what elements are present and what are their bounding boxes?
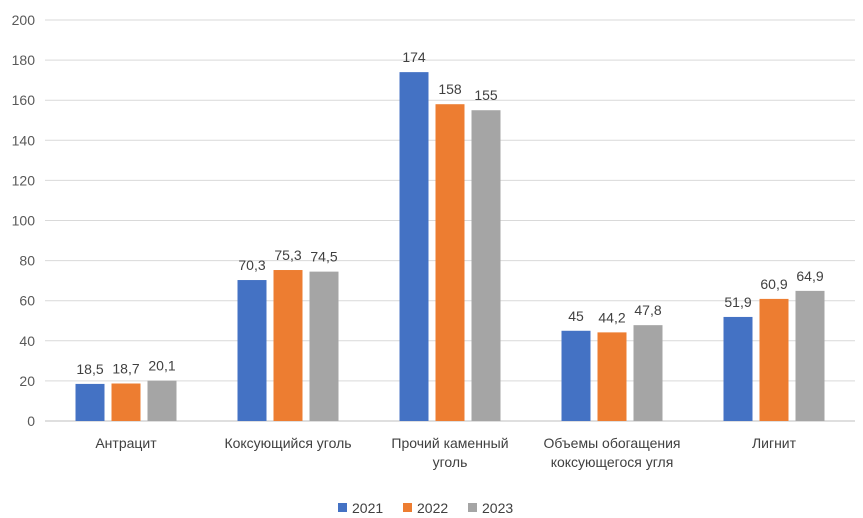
y-tick-label: 20 <box>19 373 35 389</box>
data-label: 47,8 <box>634 302 661 318</box>
legend-swatch <box>403 503 412 512</box>
x-tick-label: Объемы обогащения <box>543 435 680 451</box>
bar <box>633 325 663 421</box>
data-label: 74,5 <box>310 249 337 265</box>
data-label: 70,3 <box>238 257 265 273</box>
y-axis: 0 20 40 60 80 100 120 140 160 180 200 <box>12 12 36 429</box>
data-label: 60,9 <box>760 276 787 292</box>
x-tick-label: Антрацит <box>95 435 157 451</box>
bar <box>75 383 105 421</box>
data-label: 75,3 <box>274 247 301 263</box>
data-label: 158 <box>438 81 462 97</box>
bar <box>561 330 591 421</box>
legend-swatch <box>468 503 477 512</box>
x-tick-label: коксующегося угля <box>551 454 674 470</box>
bar <box>309 271 339 421</box>
y-tick-label: 40 <box>19 333 35 349</box>
bar <box>471 110 501 421</box>
y-tick-label: 80 <box>19 253 35 269</box>
x-tick-label: Лигнит <box>752 435 797 451</box>
y-tick-label: 100 <box>12 213 36 229</box>
data-label: 20,1 <box>148 358 175 374</box>
y-tick-label: 140 <box>12 132 36 148</box>
x-tick-label: Коксующийся уголь <box>224 435 351 451</box>
data-label: 45 <box>568 308 584 324</box>
legend: 2021 2022 2023 <box>338 500 513 516</box>
bar <box>147 380 177 421</box>
bar <box>759 298 789 421</box>
bar <box>111 383 141 421</box>
bar <box>237 280 267 421</box>
bars <box>75 72 825 422</box>
legend-swatch <box>338 503 347 512</box>
y-tick-label: 0 <box>27 413 35 429</box>
data-label: 51,9 <box>724 294 751 310</box>
data-label: 18,7 <box>112 361 139 377</box>
bar <box>399 72 429 421</box>
y-tick-label: 180 <box>12 52 36 68</box>
data-label: 18,5 <box>76 361 103 377</box>
data-label: 44,2 <box>598 309 625 325</box>
bar <box>795 290 825 421</box>
y-tick-label: 160 <box>12 92 36 108</box>
x-axis: Антрацит Коксующийся уголь Прочий каменный… <box>95 435 796 470</box>
data-label: 64,9 <box>796 268 823 284</box>
legend-label: 2022 <box>417 500 448 516</box>
data-label: 155 <box>474 87 498 103</box>
bar <box>435 104 465 422</box>
bar <box>723 316 753 421</box>
legend-label: 2023 <box>482 500 513 516</box>
data-labels: 18,5 18,7 20,1 70,3 75,3 74,5 174 158 155 45 44,2 4… <box>76 49 823 377</box>
bar <box>273 270 303 421</box>
y-tick-label: 120 <box>12 172 36 188</box>
x-tick-label: уголь <box>433 454 468 470</box>
x-tick-label: Прочий каменный <box>391 435 508 451</box>
bar <box>597 332 627 421</box>
legend-label: 2021 <box>352 500 383 516</box>
data-label: 174 <box>402 49 426 65</box>
y-tick-label: 60 <box>19 293 35 309</box>
y-tick-label: 200 <box>12 12 36 28</box>
